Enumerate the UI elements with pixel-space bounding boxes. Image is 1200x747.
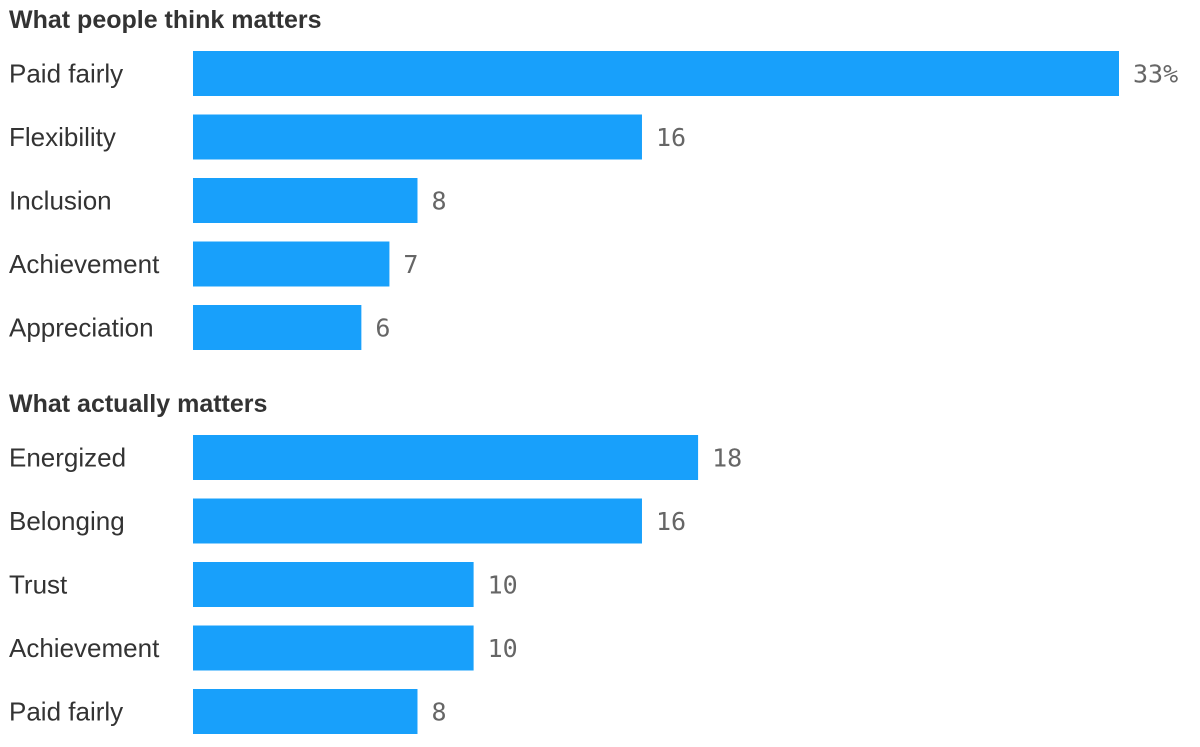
category-label: Achievement	[9, 249, 160, 279]
bar	[193, 305, 362, 350]
bar	[193, 562, 474, 607]
value-label: 18	[712, 444, 742, 473]
category-label: Flexibility	[9, 122, 116, 152]
value-label: 7	[403, 250, 418, 279]
category-label: Appreciation	[9, 313, 154, 343]
bar	[193, 435, 699, 480]
bar	[193, 498, 642, 544]
value-label: 10	[488, 634, 518, 663]
category-label: Paid fairly	[9, 59, 123, 89]
panel-title: What people think matters	[9, 6, 322, 34]
bar	[193, 625, 474, 671]
bar	[193, 178, 418, 223]
category-label: Achievement	[9, 633, 160, 663]
value-label: 10	[488, 571, 518, 600]
category-label: Belonging	[9, 506, 125, 536]
bar	[193, 689, 418, 734]
value-label: 6	[375, 314, 390, 343]
value-label: 16	[656, 123, 686, 152]
bar	[193, 241, 390, 287]
category-label: Energized	[9, 443, 126, 473]
value-label: 33%	[1133, 60, 1178, 89]
value-label: 16	[656, 507, 686, 536]
bar	[193, 114, 642, 160]
category-label: Trust	[9, 570, 68, 600]
value-label: 8	[431, 187, 446, 216]
bar	[193, 51, 1119, 96]
category-label: Inclusion	[9, 186, 112, 216]
category-label: Paid fairly	[9, 697, 123, 727]
value-label: 8	[431, 698, 446, 727]
panel-title: What actually matters	[9, 390, 267, 418]
